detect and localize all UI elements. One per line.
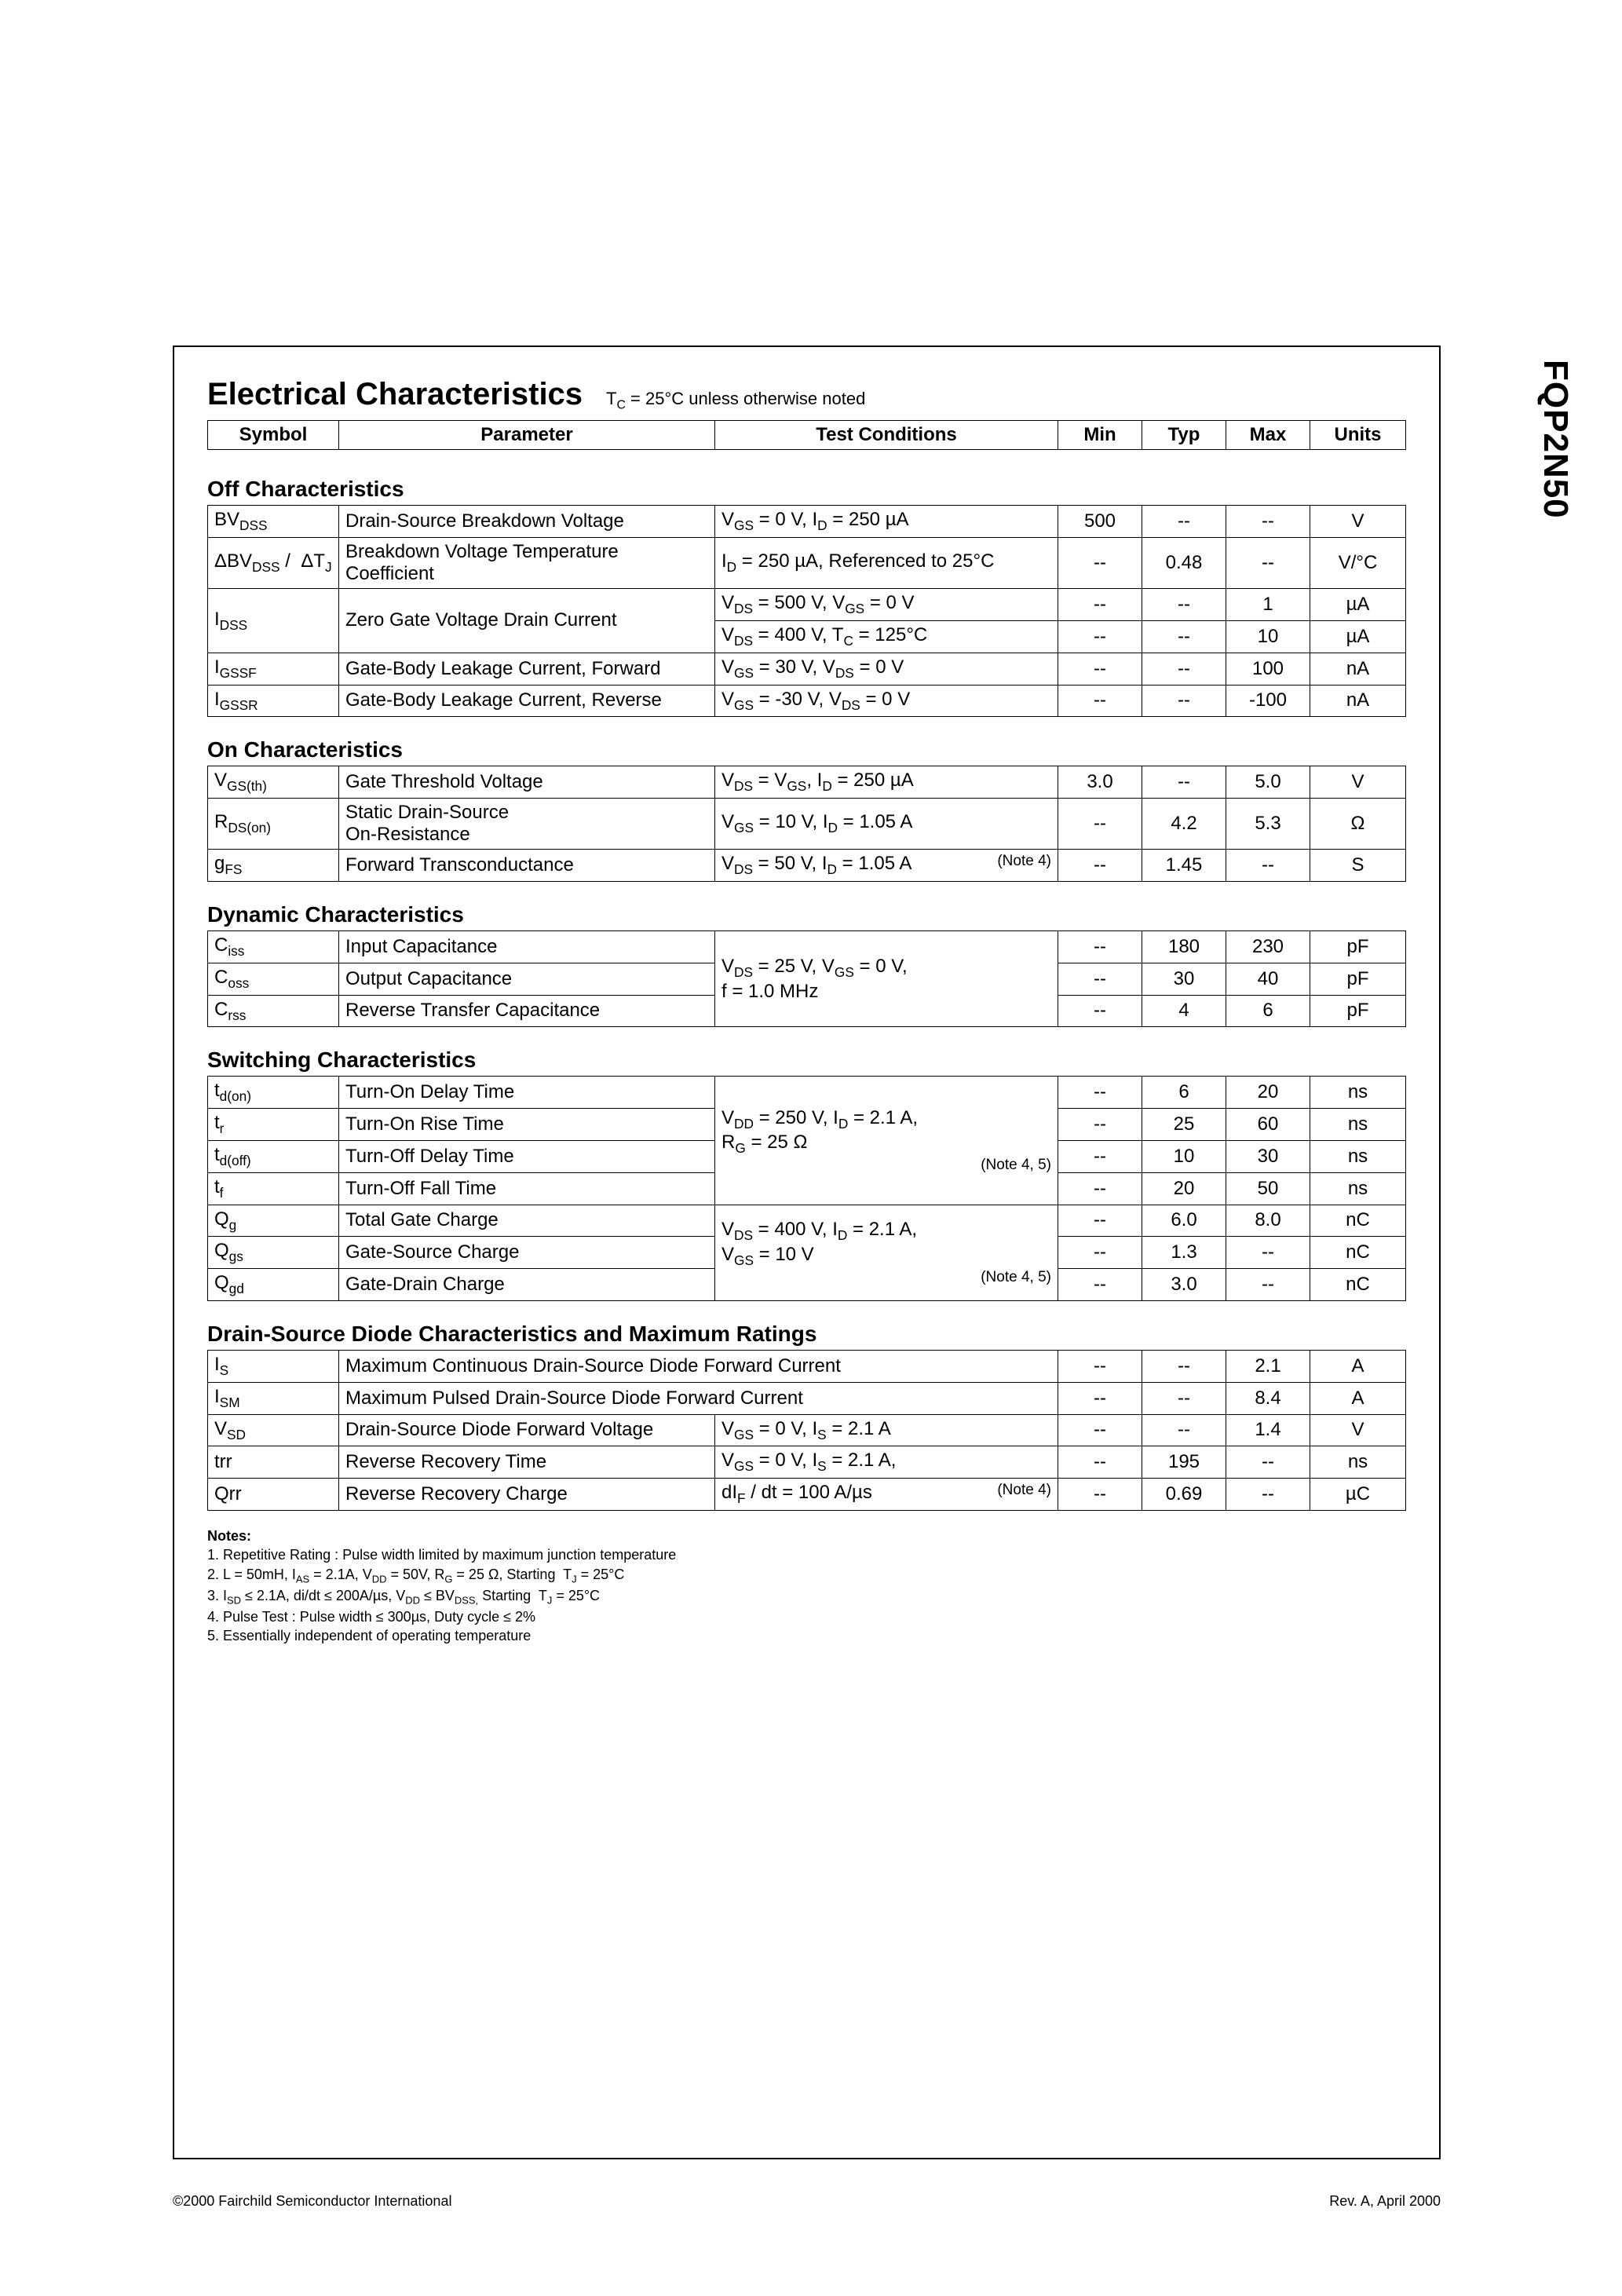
section-title-dynamic: Dynamic Characteristics	[207, 902, 1406, 927]
notes-block: Notes: 1. Repetitive Rating : Pulse widt…	[207, 1526, 1406, 1645]
note-item: 3. ISD ≤ 2.1A, di/dt ≤ 200A/µs, VDD ≤ BV…	[207, 1586, 1406, 1607]
header-table: Symbol Parameter Test Conditions Min Typ…	[207, 420, 1406, 450]
table-row: trr Reverse Recovery Time VGS = 0 V, IS …	[208, 1446, 1406, 1479]
part-number-vertical: FQP2N50	[1536, 360, 1575, 519]
page-footer: ©2000 Fairchild Semiconductor Internatio…	[173, 2193, 1441, 2210]
table-row: VSD Drain-Source Diode Forward Voltage V…	[208, 1414, 1406, 1446]
table-row: gFS Forward Transconductance VDS = 50 V,…	[208, 850, 1406, 882]
note-item: 2. L = 50mH, IAS = 2.1A, VDD = 50V, RG =…	[207, 1565, 1406, 1586]
table-row: Qrr Reverse Recovery Charge dIF / dt = 1…	[208, 1479, 1406, 1511]
section-title-on: On Characteristics	[207, 737, 1406, 762]
table-row: BVDSS Drain-Source Breakdown Voltage VGS…	[208, 506, 1406, 538]
table-row: Ciss Input Capacitance VDS = 25 V, VGS =…	[208, 930, 1406, 963]
table-row: td(on) Turn-On Delay Time VDD = 250 V, I…	[208, 1077, 1406, 1109]
header-min: Min	[1058, 421, 1142, 450]
table-row: ΔBVDSS / ΔTJ Breakdown Voltage Temperatu…	[208, 538, 1406, 589]
header-max: Max	[1226, 421, 1310, 450]
footer-copyright: ©2000 Fairchild Semiconductor Internatio…	[173, 2193, 451, 2210]
note-item: 1. Repetitive Rating : Pulse width limit…	[207, 1545, 1406, 1564]
datasheet-page: FQP2N50 Electrical Characteristics TC = …	[0, 0, 1622, 2296]
notes-heading: Notes:	[207, 1526, 1406, 1545]
header-parameter: Parameter	[339, 421, 715, 450]
table-row: IDSS Zero Gate Voltage Drain Current VDS…	[208, 589, 1406, 621]
section-title-off: Off Characteristics	[207, 477, 1406, 502]
note-item: 4. Pulse Test : Pulse width ≤ 300µs, Dut…	[207, 1607, 1406, 1626]
table-row: IGSSF Gate-Body Leakage Current, Forward…	[208, 653, 1406, 685]
header-symbol: Symbol	[208, 421, 339, 450]
note-item: 5. Essentially independent of operating …	[207, 1626, 1406, 1645]
table-row: IS Maximum Continuous Drain-Source Diode…	[208, 1350, 1406, 1382]
off-characteristics-table: BVDSS Drain-Source Breakdown Voltage VGS…	[207, 505, 1406, 717]
table-row: RDS(on) Static Drain-SourceOn-Resistance…	[208, 799, 1406, 850]
table-row: IGSSR Gate-Body Leakage Current, Reverse…	[208, 685, 1406, 717]
table-row: Qg Total Gate Charge VDS = 400 V, ID = 2…	[208, 1205, 1406, 1237]
section-title-switching: Switching Characteristics	[207, 1047, 1406, 1073]
header-units: Units	[1310, 421, 1406, 450]
switching-characteristics-table: td(on) Turn-On Delay Time VDD = 250 V, I…	[207, 1076, 1406, 1301]
footer-revision: Rev. A, April 2000	[1329, 2193, 1441, 2210]
table-row: VGS(th) Gate Threshold Voltage VDS = VGS…	[208, 766, 1406, 799]
on-characteristics-table: VGS(th) Gate Threshold Voltage VDS = VGS…	[207, 766, 1406, 882]
table-row: ISM Maximum Pulsed Drain-Source Diode Fo…	[208, 1382, 1406, 1414]
title-row: Electrical Characteristics TC = 25°C unl…	[207, 377, 1406, 412]
content-frame: Electrical Characteristics TC = 25°C unl…	[173, 345, 1441, 2159]
header-conditions: Test Conditions	[715, 421, 1058, 450]
section-title-diode: Drain-Source Diode Characteristics and M…	[207, 1322, 1406, 1347]
page-title: Electrical Characteristics	[207, 377, 583, 412]
header-typ: Typ	[1142, 421, 1226, 450]
diode-characteristics-table: IS Maximum Continuous Drain-Source Diode…	[207, 1350, 1406, 1511]
title-condition-note: TC = 25°C unless otherwise noted	[606, 389, 865, 412]
dynamic-characteristics-table: Ciss Input Capacitance VDS = 25 V, VGS =…	[207, 930, 1406, 1027]
